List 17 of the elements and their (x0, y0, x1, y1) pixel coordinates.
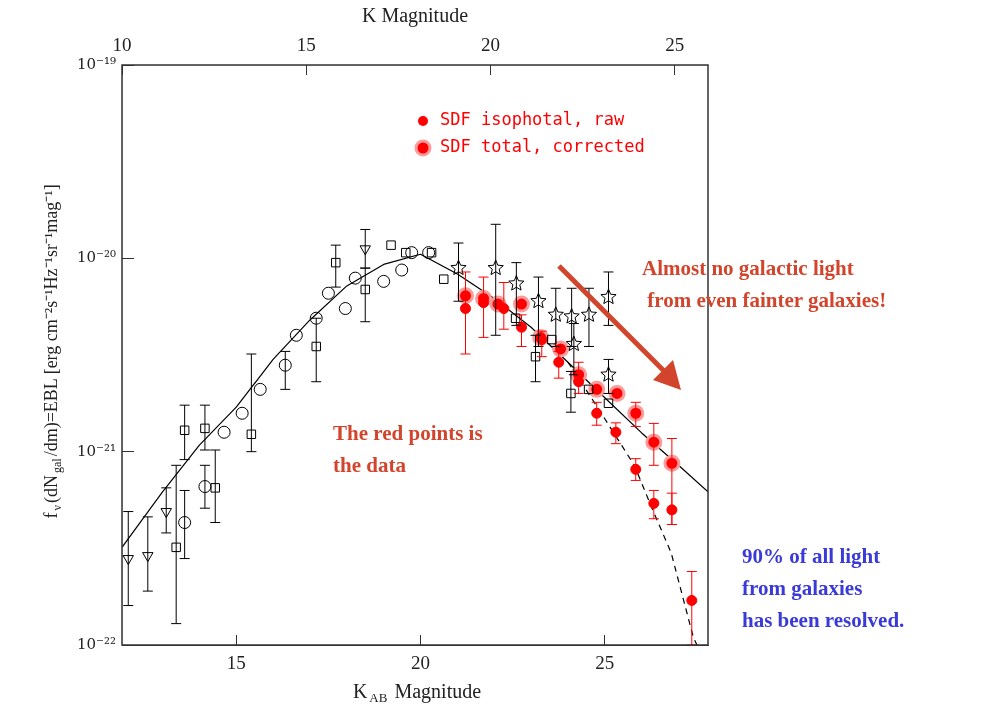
y-axis-title: fν(dNgal/dm)=EBL [erg cm⁻²s⁻¹Hz⁻¹sr⁻¹mag⁻¹] (40, 184, 64, 519)
legend-label: SDF isophotal, raw (440, 109, 625, 130)
y-tick-label: 10⁻²⁰ (76, 248, 116, 267)
x2-axis-title: K Magnitude (361, 4, 469, 28)
y-tick-label: 10⁻²¹ (76, 441, 116, 460)
legend-label: SDF total, corrected (440, 136, 645, 157)
y-tick-label: 10⁻²² (76, 634, 116, 653)
x2-tick-label: 25 (665, 33, 685, 55)
x-tick-label: 20 (411, 652, 431, 674)
x2-tick-label: 15 (296, 33, 316, 55)
x2-tick-label: 20 (481, 33, 501, 55)
x2-tick-label: 10 (112, 33, 132, 55)
x-tick-label: 15 (226, 652, 246, 674)
x-tick-label: 25 (595, 652, 615, 674)
text: 90% of all light from galaxies has been resolved. (742, 544, 905, 633)
y-tick-label: 10⁻¹⁹ (76, 54, 116, 73)
annotation: The red points is the data (333, 421, 483, 478)
